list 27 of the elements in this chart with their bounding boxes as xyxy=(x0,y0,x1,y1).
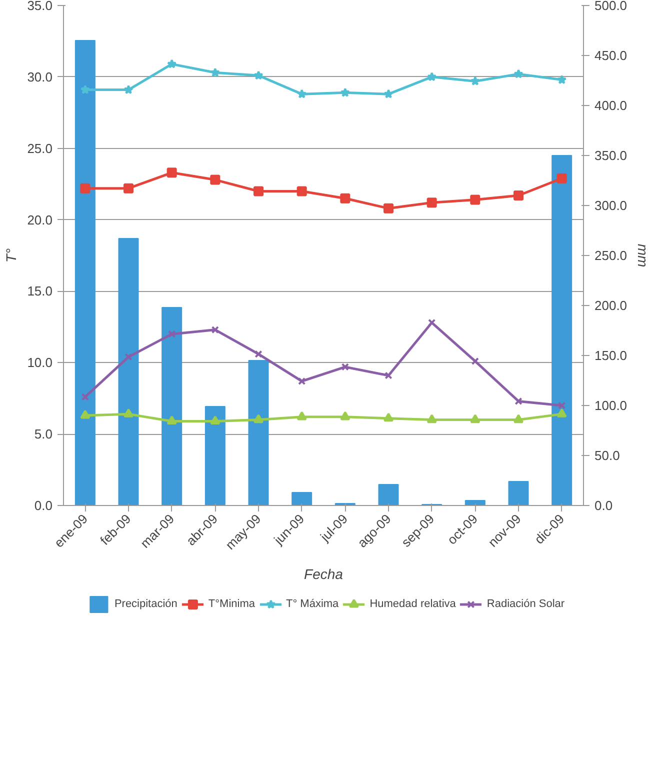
y2-tick-label: 500.0 xyxy=(594,0,628,13)
y2-tick-label: 0.0 xyxy=(594,498,613,513)
legend-label: Radiación Solar xyxy=(486,598,565,610)
legend-label: T°Minima xyxy=(208,598,255,610)
y2-tick-label: 400.0 xyxy=(594,98,628,113)
y-axis-title: T° xyxy=(3,248,20,263)
legend-label: Humedad relativa xyxy=(370,598,456,610)
y2-axis-title: mm xyxy=(635,244,652,268)
y-tick-label: 20.0 xyxy=(27,212,53,228)
y-tick-label: 10.0 xyxy=(27,355,53,370)
y2-tick-label: 50.0 xyxy=(594,448,620,463)
y-tick-label: 30.0 xyxy=(27,69,53,84)
y-tick-label: 0.0 xyxy=(34,498,53,513)
y2-tick-label: 450.0 xyxy=(594,48,628,63)
y2-tick-label: 350.0 xyxy=(594,148,628,163)
y2-tick-label: 100.0 xyxy=(594,398,628,413)
y2-tick-label: 150.0 xyxy=(594,348,628,363)
legend-label: T° Máxima xyxy=(286,598,339,610)
y-tick-label: 25.0 xyxy=(27,140,53,156)
y2-tick-label: 250.0 xyxy=(594,248,628,263)
y-tick-label: 15.0 xyxy=(27,284,53,299)
legend-label: Precipitación xyxy=(114,598,178,610)
y-tick-label: 35.0 xyxy=(27,0,53,13)
x-axis-title: Fecha xyxy=(304,566,344,582)
y2-tick-label: 300.0 xyxy=(594,198,628,213)
y2-tick-label: 200.0 xyxy=(594,298,628,313)
y-tick-label: 5.0 xyxy=(34,426,53,442)
